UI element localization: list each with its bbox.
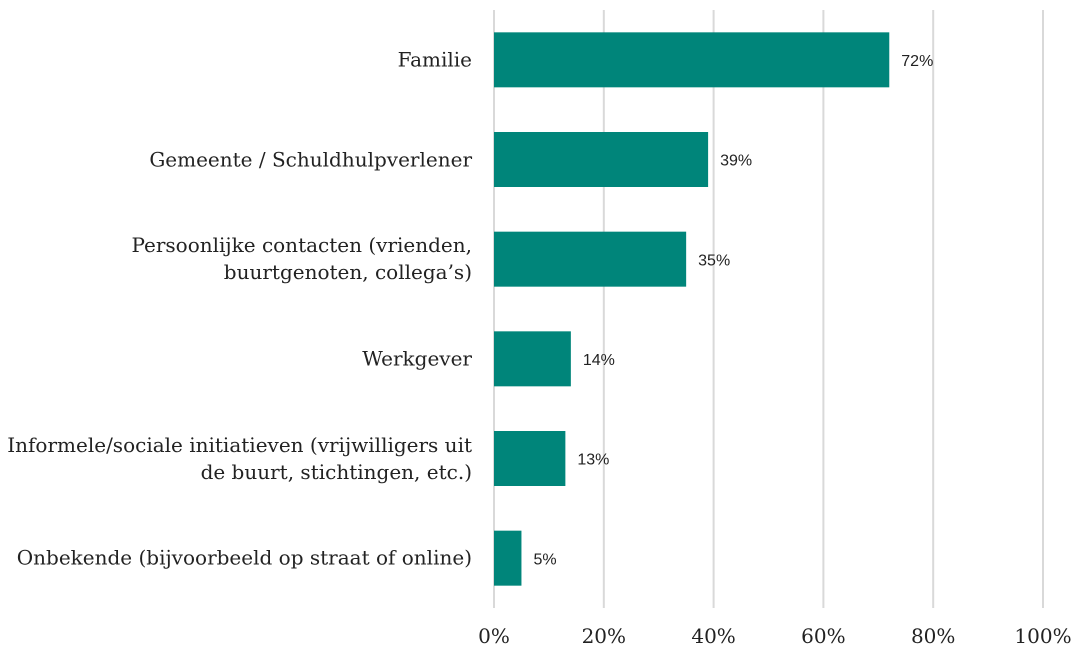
x-tick-label: 20%: [581, 624, 627, 648]
bar: [494, 530, 522, 586]
bar: [494, 431, 566, 486]
x-tick-label: 60%: [801, 624, 846, 648]
data-label: 35%: [698, 252, 730, 269]
data-label: 5%: [533, 551, 556, 568]
category-label: Gemeente / Schuldhulpverlener: [149, 147, 472, 171]
x-tick-label: 40%: [691, 624, 736, 648]
bar: [494, 331, 571, 387]
data-label: 39%: [720, 153, 752, 170]
bar: [494, 231, 687, 287]
category-label: Familie: [397, 47, 472, 72]
x-tick-label: 80%: [910, 624, 956, 648]
bar: [494, 132, 709, 187]
data-label: 13%: [577, 452, 609, 469]
x-tick-label: 0%: [478, 624, 510, 648]
category-label: Informele/sociale initiatieven (vrijwill…: [7, 432, 472, 484]
category-label: Onbekende (bijvoorbeeld op straat of onl…: [16, 545, 472, 570]
bar: [494, 32, 890, 88]
data-label: 14%: [583, 352, 615, 369]
data-label: 72%: [901, 53, 933, 70]
category-label: Persoonlijke contacten (vrienden, buurtg…: [131, 233, 472, 285]
category-label: Werkgever: [362, 346, 472, 371]
x-tick-label: 100%: [1014, 624, 1072, 648]
